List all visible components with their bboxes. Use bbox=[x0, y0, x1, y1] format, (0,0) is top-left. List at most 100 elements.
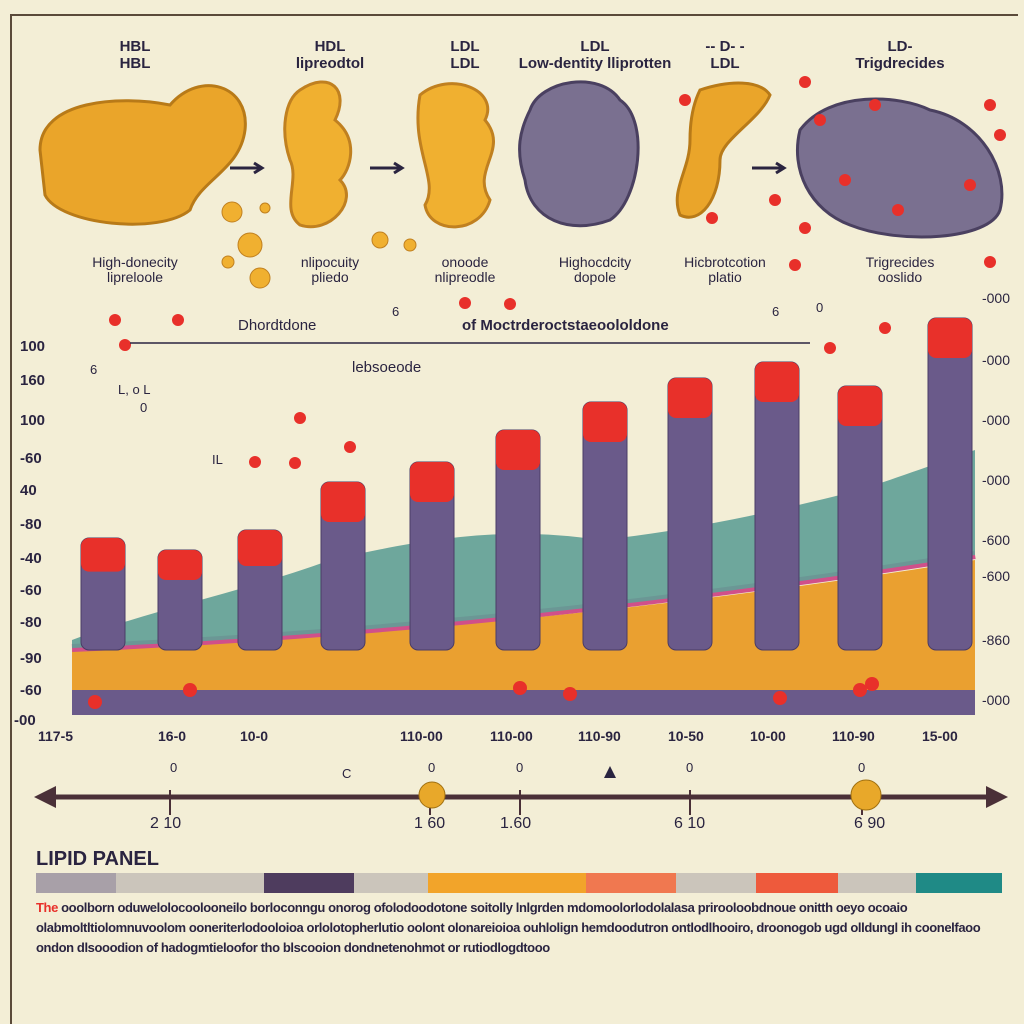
x-tick: 16-0 bbox=[158, 728, 187, 744]
x-tick: 110-00 bbox=[490, 728, 533, 744]
annotation: 0 bbox=[816, 300, 824, 315]
ldl-molecule bbox=[518, 80, 640, 228]
annotation: 6 bbox=[772, 304, 780, 319]
color-swatch bbox=[676, 873, 756, 893]
column-red-cap bbox=[583, 402, 627, 442]
marker-label: 0 bbox=[170, 760, 178, 775]
hdl-molecule bbox=[283, 80, 353, 229]
red-particle bbox=[814, 114, 826, 126]
red-particle bbox=[513, 681, 527, 695]
molecule-title: LDL LDL bbox=[450, 38, 480, 72]
y-left-label: 100 bbox=[20, 412, 46, 429]
red-particle bbox=[869, 99, 881, 111]
color-swatch bbox=[916, 873, 1002, 893]
arrow-left-icon bbox=[34, 786, 56, 808]
red-particle bbox=[109, 314, 121, 326]
para-lead: The bbox=[36, 900, 58, 915]
lipid-droplet bbox=[237, 232, 263, 258]
panel-description: The ooolborn oduwelolocoolooneilo borloc… bbox=[36, 898, 1006, 958]
red-particle bbox=[773, 691, 787, 705]
panel-title: LIPID PANEL bbox=[36, 848, 159, 870]
x-tick: 110-00 bbox=[400, 728, 443, 744]
column-red-cap bbox=[755, 362, 799, 402]
red-particle bbox=[769, 194, 781, 206]
molecule-title: HDL lipreodtol bbox=[295, 38, 365, 72]
y-left-label: -40 bbox=[20, 550, 42, 567]
arrow-icon bbox=[370, 161, 405, 175]
frame bbox=[10, 14, 1018, 1024]
red-particle bbox=[119, 339, 131, 351]
arrow-icon bbox=[230, 161, 265, 175]
marker-label: 0 bbox=[428, 760, 436, 775]
y-left-label: 40 bbox=[20, 482, 37, 499]
column-red-cap bbox=[668, 378, 712, 418]
red-particle bbox=[172, 314, 184, 326]
red-particle bbox=[504, 298, 516, 310]
color-swatch bbox=[36, 873, 116, 893]
para-text: ooolborn oduwelolocoolooneilo borloconng… bbox=[36, 900, 981, 955]
color-legend-bar bbox=[36, 873, 1002, 893]
red-particle bbox=[183, 683, 197, 697]
y-left-label: -60 bbox=[20, 682, 42, 699]
molecule-title: -- D- - LDL bbox=[705, 38, 745, 72]
red-particle bbox=[344, 441, 356, 453]
arrow-right-icon bbox=[986, 786, 1008, 808]
molecule-title: LD- Trigdrecides bbox=[855, 38, 945, 72]
molecule-caption: Hicbrotcotion platio bbox=[684, 254, 766, 285]
annotation: 0 bbox=[140, 400, 148, 415]
annotation: IL bbox=[212, 452, 223, 467]
red-particle bbox=[679, 94, 691, 106]
color-swatch bbox=[264, 873, 354, 893]
column-red-cap bbox=[158, 550, 202, 580]
timeline-marker bbox=[418, 781, 446, 809]
red-particle bbox=[853, 683, 867, 697]
red-particle bbox=[839, 174, 851, 186]
x-tick: 110-90 bbox=[832, 728, 875, 744]
timeline-label: 6 10 bbox=[674, 815, 706, 832]
timeline-marker bbox=[850, 779, 882, 811]
column-red-cap bbox=[321, 482, 365, 522]
hdl-molecule bbox=[38, 84, 247, 226]
annotation: Dhordtdone bbox=[238, 317, 317, 334]
marker-label: C bbox=[342, 766, 352, 781]
molecule-caption: Highocdcity dopole bbox=[558, 254, 632, 285]
lipid-droplet bbox=[403, 238, 417, 252]
annotation: L, o L bbox=[118, 382, 151, 397]
x-tick: 10-0 bbox=[240, 728, 269, 744]
x-tick: 110-90 bbox=[578, 728, 621, 744]
red-particle bbox=[563, 687, 577, 701]
y-right-label: -600 bbox=[981, 532, 1010, 548]
color-swatch bbox=[428, 873, 586, 893]
x-tick: 10-00 bbox=[750, 728, 786, 744]
triglyceride-molecule bbox=[795, 97, 1004, 239]
y-right-label: -000 bbox=[981, 692, 1010, 708]
timeline-label: 1 60 bbox=[414, 815, 446, 832]
y-right-label: -000 bbox=[981, 472, 1010, 488]
red-particle bbox=[984, 99, 996, 111]
annotation: 6 bbox=[90, 362, 98, 377]
red-particle bbox=[289, 457, 301, 469]
color-swatch bbox=[586, 873, 676, 893]
annotation: of Moctrderoctstaeoololdone bbox=[462, 317, 669, 334]
molecule-caption: nlipocuity pliedo bbox=[300, 254, 360, 285]
y-left-label: -60 bbox=[20, 582, 42, 599]
lipid-droplet bbox=[221, 201, 243, 223]
red-particle bbox=[824, 342, 836, 354]
molecule-caption: High-donecity lipreloole bbox=[92, 254, 178, 285]
ldl-molecule bbox=[416, 82, 495, 229]
color-swatch bbox=[838, 873, 916, 893]
lipid-droplet bbox=[371, 231, 389, 249]
column-red-cap bbox=[238, 530, 282, 566]
red-particle bbox=[994, 129, 1006, 141]
red-particle bbox=[789, 259, 801, 271]
annotation: lebsoeode bbox=[352, 359, 422, 376]
y-right-label: -000 bbox=[981, 412, 1010, 428]
column-red-cap bbox=[838, 386, 882, 426]
red-particle bbox=[88, 695, 102, 709]
color-swatch bbox=[116, 873, 264, 893]
y-left-label: -90 bbox=[20, 650, 42, 667]
red-particle bbox=[984, 256, 996, 268]
column-red-cap bbox=[81, 538, 125, 572]
y-left-label: -00 bbox=[14, 712, 36, 729]
